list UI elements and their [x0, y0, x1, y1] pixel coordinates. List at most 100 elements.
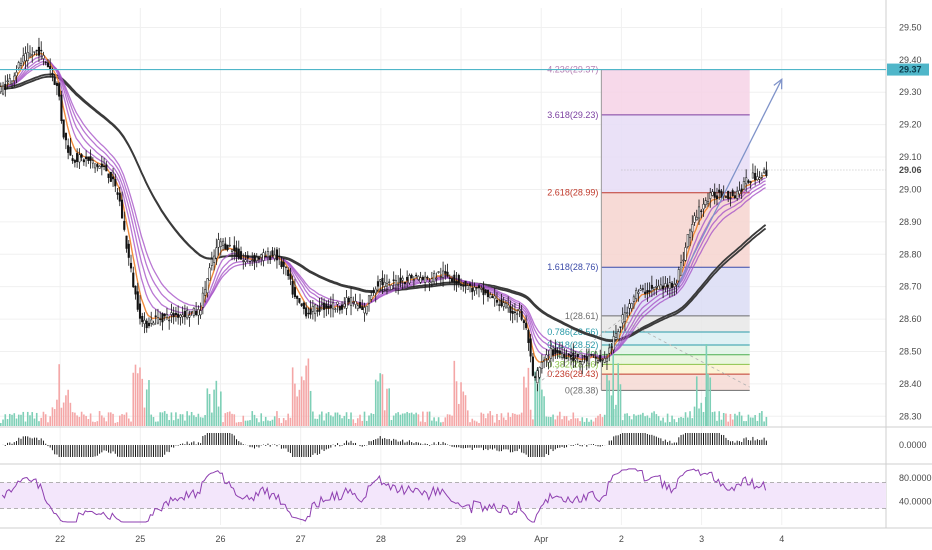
volume-bar [96, 421, 99, 426]
candle-body [233, 245, 236, 252]
volume-bar [89, 413, 92, 426]
candle-body [302, 302, 305, 309]
volume-bar [700, 402, 703, 426]
candle-body [141, 316, 144, 323]
volume-bar [451, 415, 453, 426]
volume-bar [114, 422, 117, 426]
candle-body [415, 274, 418, 277]
volume-bar [276, 411, 278, 426]
volume-bar [666, 413, 669, 426]
candle-body [397, 284, 400, 286]
volume-bar [487, 413, 489, 426]
volume-bar [13, 413, 16, 426]
volume-bar [406, 411, 408, 426]
candle-body [222, 240, 225, 246]
candle-body [635, 290, 638, 300]
volume-bar [536, 368, 539, 426]
candle-body [666, 284, 669, 288]
candle-body [421, 276, 424, 280]
volume-bar [612, 346, 614, 426]
volume-bar [267, 420, 269, 426]
volume-bar [644, 416, 646, 426]
volume-bar [484, 418, 487, 426]
volume-bar [143, 407, 146, 426]
candle-body [388, 281, 391, 283]
candle-body [406, 276, 409, 281]
volume-bar [758, 412, 761, 426]
price-tick-label: 28.60 [899, 314, 922, 324]
volume-bar [307, 358, 310, 426]
volume-bar [181, 414, 184, 426]
candle-body [428, 281, 431, 284]
candle-body [37, 46, 41, 56]
volume-bar [325, 413, 328, 426]
candle-body [358, 302, 362, 309]
volume-bar [597, 415, 599, 426]
volume-bar [718, 411, 721, 426]
volume-bar [628, 416, 631, 426]
candle-body [493, 295, 496, 300]
axes: 29.50 29.40 29.30 29.20 29.10 29.00 28.90 28.80… [55, 22, 931, 544]
candle-body [475, 287, 478, 289]
projection-dashed-line [621, 318, 750, 388]
volume-bar [255, 418, 258, 426]
volume-bar [80, 411, 83, 426]
volume-bar [390, 419, 393, 426]
volume-bar [547, 416, 550, 426]
candle-body [491, 296, 494, 298]
candle-body [621, 314, 624, 324]
candle-body [161, 313, 164, 323]
candle-body [435, 278, 438, 280]
fibonacci-extension[interactable]: 4.236(29.37)3.618(29.23)2.618(28.99)1.61… [547, 65, 750, 396]
candle-body [181, 314, 184, 317]
volume-bar [359, 414, 361, 426]
volume-bar [713, 411, 716, 426]
price-tick-label: 28.50 [899, 346, 922, 356]
candle-body [403, 281, 406, 285]
volume-bar [565, 416, 568, 426]
candle-body [143, 319, 146, 325]
candle-body [91, 160, 94, 164]
volume-bar [588, 421, 590, 426]
fib-zone-0 [601, 69, 750, 115]
candle-body [89, 156, 92, 161]
candle-body [711, 191, 714, 196]
candle-body [715, 195, 719, 200]
rsi-tick-label: 40.0000 [899, 496, 932, 506]
volume-bar [22, 411, 25, 426]
price-tick-label: 28.40 [899, 379, 922, 389]
volume-bar [725, 413, 727, 426]
volume-bar [754, 415, 756, 426]
candle-body [114, 178, 117, 187]
candle-body [293, 287, 296, 298]
volume-bar [498, 420, 501, 426]
volume-bar [615, 404, 617, 426]
candle-body [688, 229, 692, 238]
candle-body [601, 359, 604, 361]
drawings[interactable] [0, 68, 886, 388]
volume-bar [532, 419, 534, 426]
volume-bar [722, 412, 725, 426]
volume-bar [309, 390, 312, 426]
candle-body [543, 359, 546, 362]
volume-bar [695, 376, 698, 426]
candle-body [15, 71, 18, 77]
volume-bar [44, 414, 47, 426]
volume-bar [579, 421, 581, 426]
volume-bar [226, 412, 229, 426]
candle-body [648, 290, 651, 293]
trend-arrow-line[interactable] [676, 78, 783, 287]
candle-body [341, 304, 344, 310]
volume-bar [116, 422, 119, 426]
volume-bar [215, 380, 218, 426]
candle-body [448, 277, 451, 279]
candle-body [381, 277, 384, 286]
candle-body [192, 307, 195, 316]
volume-bar [190, 411, 193, 426]
candle-body [361, 306, 364, 311]
volume-bar [554, 419, 557, 426]
volume-bar [206, 388, 209, 426]
candle-body [671, 282, 674, 288]
candle-body [374, 288, 377, 294]
